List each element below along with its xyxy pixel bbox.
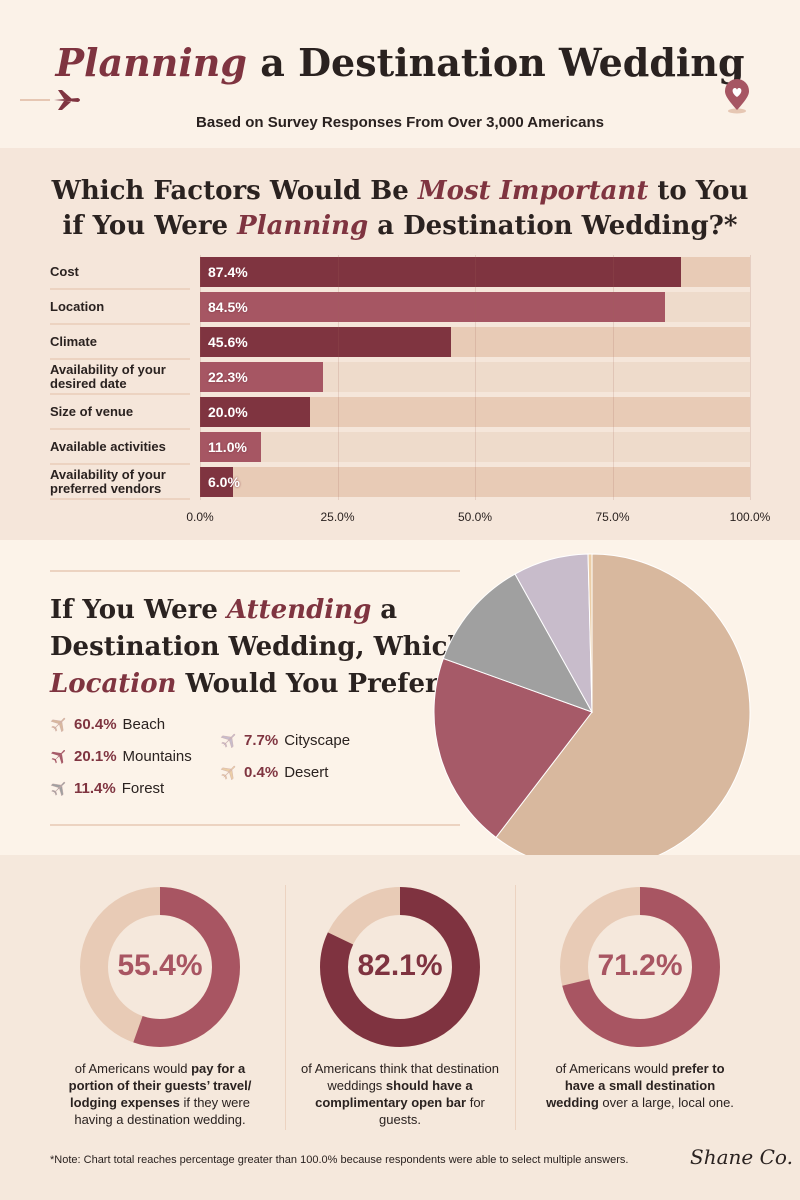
bar-value-label: 84.5% (208, 299, 248, 315)
divider (50, 570, 460, 572)
pie-slice-mountains (433, 657, 593, 839)
bar-value-label: 87.4% (208, 264, 248, 280)
legend-label: Mountains (122, 747, 192, 765)
x-tick-label: 100.0% (729, 510, 771, 524)
location-section: If You Were Attending a Destination Weddi… (0, 540, 800, 871)
donut-fill (80, 887, 240, 1047)
heart-location-icon (725, 79, 749, 114)
legend-item: 60.4% Beach (50, 715, 165, 733)
subtitle: Based on Survey Responses From Over 3,00… (196, 114, 604, 131)
stats-section: 55.4% of Americans would pay for a portio… (0, 855, 800, 1200)
pie-slice-desert (587, 553, 593, 713)
stat-description: of Americans think that destination wedd… (300, 1061, 499, 1127)
legend-item: 0.4% Desert (220, 763, 328, 781)
x-tick-label: 25.0% (320, 510, 355, 524)
airplane-icon (220, 733, 236, 749)
legend-item: 7.7% Cityscape (220, 731, 350, 749)
divider (50, 824, 460, 826)
legend-label: Forest (121, 779, 165, 797)
airplane-icon (50, 781, 66, 797)
stat-description: of Americans would pay for a portion of … (68, 1061, 252, 1127)
gridline (750, 255, 751, 500)
bar-label: Cost (50, 255, 190, 290)
bar (200, 362, 323, 392)
bar-label: Location (50, 290, 190, 325)
bar (200, 292, 665, 322)
stat-value: 82.1% (357, 949, 443, 982)
bar-track (200, 432, 750, 462)
airplane-icon (51, 750, 65, 764)
factors-heading: Which Factors Would Be Most Important to… (51, 176, 749, 241)
legend-value: 20.1% (74, 747, 117, 765)
location-heading: If You Were Attending a Destination Weddi… (50, 595, 467, 699)
stat-value: 55.4% (117, 949, 203, 982)
donut-chart (560, 887, 720, 1047)
shane-co-logo: Shane Co. (690, 1145, 793, 1169)
bar (200, 327, 451, 357)
x-tick-label: 0.0% (186, 510, 214, 524)
bar (200, 467, 233, 497)
legend-value: 7.7% (244, 731, 279, 749)
bar-value-label: 45.6% (208, 334, 248, 350)
bar-value-label: 20.0% (208, 404, 248, 420)
header: Planning a Destination Wedding Based on … (0, 0, 800, 148)
legend-value: 0.4% (244, 763, 279, 781)
bar-label: Availability of your desired date (50, 360, 190, 395)
legend-label: Beach (122, 715, 166, 733)
bar-label: Climate (50, 325, 190, 360)
gridline (475, 255, 476, 500)
legend-label: Desert (284, 763, 329, 781)
page-title: Planning a Destination Wedding (55, 40, 745, 85)
gridline (612, 255, 614, 500)
bar-label: Availability of your preferred vendors (50, 465, 190, 500)
legend-value: 60.4% (74, 715, 117, 733)
donut-fill (320, 887, 480, 1047)
legend-label: Cityscape (284, 731, 351, 749)
bar-value-label: 22.3% (208, 369, 248, 385)
pie-slice-forest (442, 573, 594, 713)
legend-item: 11.4% Forest (50, 779, 164, 797)
bar-value-label: 11.0% (208, 439, 247, 455)
location-pie-chart (433, 553, 751, 871)
footnote: *Note: Chart total reaches percentage gr… (50, 1154, 629, 1166)
stat-description: of Americans would prefer to have a smal… (546, 1061, 734, 1110)
legend-item: 20.1% Mountains (50, 747, 192, 765)
gridline (200, 255, 201, 500)
donut-chart (80, 887, 240, 1047)
airplane-icon (50, 717, 66, 733)
bar (200, 257, 681, 287)
divider (515, 885, 516, 1130)
bar-value-label: 6.0% (208, 474, 240, 490)
bar-label: Available activities (50, 430, 190, 465)
airplane-icon (220, 765, 236, 781)
bar (200, 397, 310, 427)
bar-track (200, 467, 750, 497)
factors-section: Which Factors Would Be Most Important to… (0, 148, 800, 540)
bar (200, 432, 261, 462)
donut-fill (560, 887, 720, 1047)
bar-label: Size of venue (50, 395, 190, 430)
divider (285, 885, 286, 1130)
donut-chart (320, 887, 480, 1047)
gridline (337, 255, 339, 500)
legend-value: 11.4% (74, 779, 116, 797)
x-tick-label: 75.0% (595, 510, 630, 524)
stat-value: 71.2% (597, 949, 683, 982)
airplane-icon (20, 90, 80, 110)
x-tick-label: 50.0% (457, 510, 493, 524)
